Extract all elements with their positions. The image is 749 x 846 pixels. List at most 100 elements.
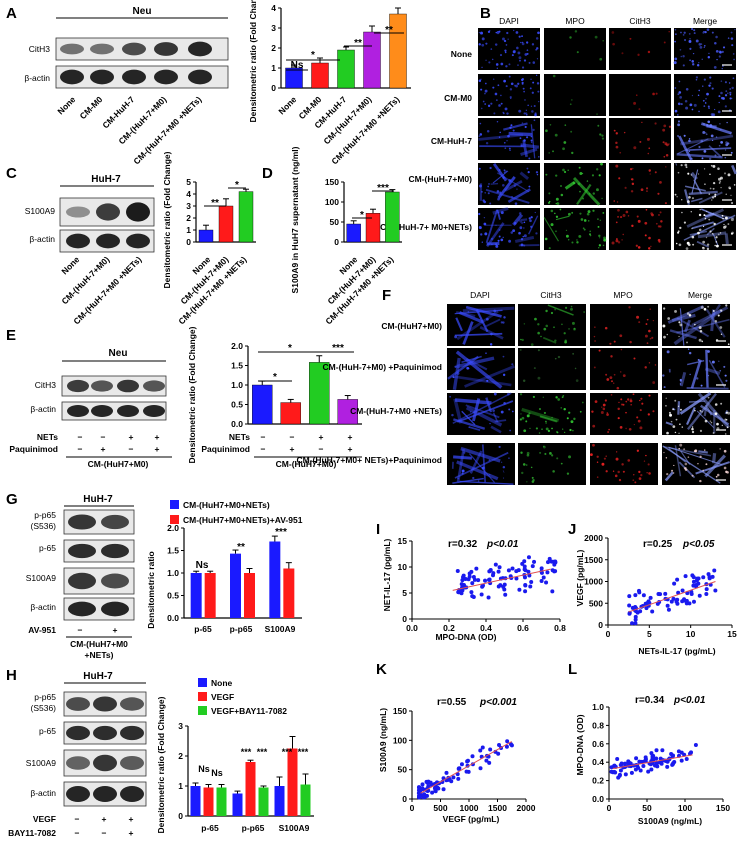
scatter-point	[704, 587, 709, 592]
micrograph-fiber	[679, 308, 685, 346]
micrograph-dot	[719, 448, 721, 450]
micrograph-dot	[723, 365, 726, 368]
legend-label: VEGF	[211, 692, 234, 702]
micrograph-dot	[535, 37, 539, 40]
micrograph-dot	[611, 380, 613, 383]
micrograph-dot	[732, 53, 735, 55]
micrograph-dot	[730, 218, 734, 222]
micrograph-dot	[633, 101, 637, 105]
sig-label: **	[385, 25, 393, 36]
chart-h-legend: None VEGF VEGF+BAY11-7082	[198, 678, 287, 716]
micrograph-dot	[523, 59, 527, 62]
micrograph-dot	[702, 240, 706, 244]
micrograph-dot	[630, 404, 632, 406]
micrograph-dot	[613, 200, 615, 202]
sign: +	[129, 814, 134, 824]
micrograph-dot	[683, 448, 686, 451]
micrograph-fiber	[576, 183, 592, 206]
scatter-point	[650, 609, 655, 614]
chart-c-ylabel: Densitometric ratio (Fold Change)	[162, 151, 172, 288]
micrograph-dot	[678, 243, 682, 247]
micrograph-dot	[553, 326, 555, 329]
micrograph-dot	[617, 208, 620, 212]
micrograph-dot	[555, 396, 558, 399]
micrograph-dot	[680, 31, 682, 34]
micrograph-tile	[609, 163, 671, 205]
micrograph-dot	[719, 51, 722, 54]
micrograph-dot	[718, 182, 721, 184]
micrograph-dot	[705, 97, 707, 100]
micrograph-dot	[534, 211, 536, 214]
micrograph-dot	[650, 245, 652, 248]
micrograph-dot	[497, 31, 499, 33]
micrograph-dot	[535, 232, 538, 235]
micrograph-dot	[517, 51, 521, 55]
micrograph-dot	[548, 200, 551, 203]
micrograph-dot	[571, 211, 574, 214]
scatter-point	[455, 569, 460, 574]
scatter-point	[633, 617, 638, 622]
micrograph-dot	[691, 430, 695, 434]
blot-a-lane-1: None	[55, 94, 77, 116]
micrograph-dot	[705, 236, 708, 239]
blot-band	[101, 543, 129, 559]
micrograph-dot	[510, 231, 514, 234]
blot-c	[59, 197, 155, 253]
micrograph-dot	[639, 140, 642, 143]
micrograph-dot	[714, 193, 717, 196]
micrograph-dot	[452, 376, 455, 379]
micrograph-dot	[485, 59, 487, 61]
micrograph-fiber	[492, 412, 499, 423]
micrograph-tile	[590, 348, 658, 390]
micrograph-dot	[554, 339, 557, 342]
scatter-i-xlabel: MPO-DNA (OD)	[435, 632, 496, 642]
micrograph-dot	[707, 120, 711, 124]
y-tick-label: 1000	[584, 577, 603, 587]
micrograph-dot	[515, 31, 519, 34]
micrograph-dot	[477, 480, 480, 482]
micrograph-dot	[601, 406, 603, 408]
micrograph-dot	[519, 137, 522, 140]
micrograph-dot	[654, 122, 657, 125]
panel-f-row-3: CM-(HuH-7+M0 +NETs)	[350, 406, 442, 416]
micrograph-dot	[645, 323, 648, 325]
micrograph-dot	[492, 78, 495, 80]
micrograph-dot	[537, 323, 540, 326]
micrograph-dot	[697, 463, 699, 465]
micrograph-dot	[677, 102, 681, 106]
micrograph-dot	[649, 337, 652, 340]
micrograph-dot	[611, 31, 615, 34]
micrograph-dot	[551, 427, 553, 430]
scatter-point	[503, 592, 508, 597]
panel-b-rows: None CM-M0 CM-HuH-7 CM-(HuH-7+M0) CM-(Hu…	[380, 49, 472, 232]
panel-label-c: C	[6, 165, 17, 182]
scatter-point	[510, 566, 515, 571]
bar	[244, 573, 255, 618]
micrograph-dot	[583, 219, 587, 222]
micrograph-dot	[575, 379, 579, 382]
micrograph-dot	[728, 82, 731, 84]
micrograph-dot	[504, 147, 507, 149]
scatter-point	[641, 593, 646, 598]
micrograph-dot	[481, 191, 483, 193]
micrograph-dot	[686, 312, 690, 315]
blot-a-band-2: β-actin	[24, 73, 50, 83]
micrograph-dot	[708, 218, 711, 221]
micrograph-dot	[526, 136, 529, 139]
micrograph-dot	[615, 221, 618, 224]
micrograph-dot	[628, 306, 631, 309]
micrograph-dot	[724, 105, 727, 108]
micrograph-dot	[697, 173, 700, 175]
micrograph-dot	[564, 340, 567, 344]
micrograph-dot	[727, 92, 729, 94]
micrograph-dot	[570, 420, 574, 424]
chart-a-ylabel: Densitometric ratio (Fold Change)	[248, 0, 258, 122]
micrograph-dot	[608, 428, 610, 431]
bar	[252, 384, 273, 425]
micrograph-dot	[703, 168, 706, 170]
micrograph-dot	[500, 211, 504, 215]
micrograph-dot	[622, 374, 626, 377]
micrograph-dot	[646, 190, 648, 192]
scatter-point	[623, 761, 628, 766]
